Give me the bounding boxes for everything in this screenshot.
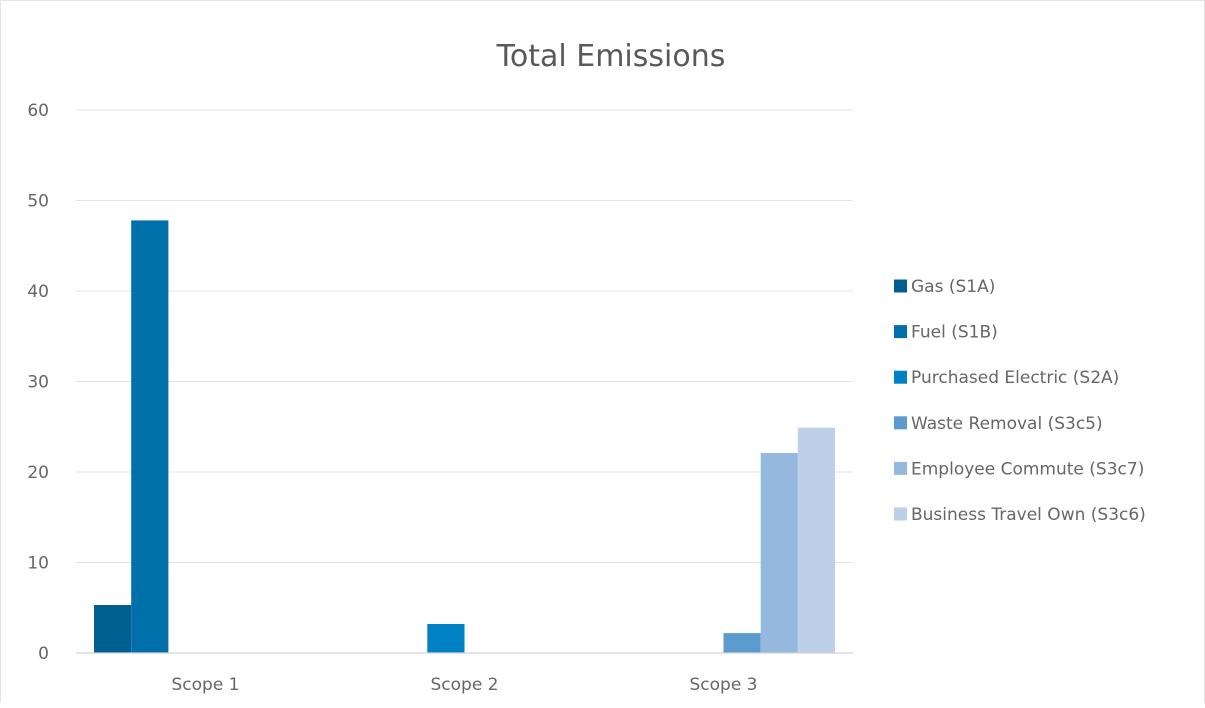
axis-layer: 0 10 20 30 40 50 60 Scope 1 Scope 2 Scope 3: [27, 101, 853, 695]
legend-item[interactable]: Gas (S1A): [894, 277, 995, 297]
x-category-label: Scope 1: [171, 675, 239, 695]
legend-swatch: [894, 370, 907, 384]
legend-item[interactable]: Purchased Electric (S2A): [894, 368, 1119, 388]
legend-label: Employee Commute (S3c7): [911, 459, 1144, 479]
legend-label: Fuel (S1B): [911, 323, 998, 343]
grid-layer: [76, 109, 853, 563]
legend-swatch: [894, 507, 907, 521]
legend-item[interactable]: Business Travel Own (S3c6): [894, 505, 1146, 525]
legend-swatch: [894, 325, 907, 339]
bar[interactable]: [94, 605, 132, 653]
y-tick-label: 20: [27, 463, 49, 483]
y-tick-label: 30: [27, 373, 49, 393]
legend-item[interactable]: Waste Removal (S3c5): [894, 414, 1103, 434]
legend-label: Business Travel Own (S3c6): [911, 505, 1146, 525]
chart-title: Total Emissions: [496, 39, 726, 74]
y-tick-label: 60: [27, 101, 49, 121]
legend-item[interactable]: Employee Commute (S3c7): [894, 459, 1144, 479]
legend-item[interactable]: Fuel (S1B): [894, 323, 998, 343]
legend-label: Gas (S1A): [911, 277, 995, 297]
legend-label: Waste Removal (S3c5): [911, 414, 1103, 434]
legend-swatch: [894, 416, 907, 430]
legend-swatch: [894, 461, 907, 475]
y-tick-label: 50: [27, 192, 49, 212]
legend-swatch: [894, 279, 907, 293]
y-tick-label: 40: [27, 282, 49, 302]
legend-label: Purchased Electric (S2A): [911, 368, 1119, 388]
bar[interactable]: [427, 624, 465, 653]
bar[interactable]: [723, 633, 761, 653]
bar[interactable]: [760, 453, 798, 653]
y-tick-label: 10: [27, 554, 49, 574]
bar[interactable]: [797, 427, 835, 653]
x-category-label: Scope 3: [689, 675, 757, 695]
chart-legend[interactable]: Gas (S1A) Fuel (S1B) Purchased Electric (S…: [894, 277, 1146, 525]
x-category-label: Scope 2: [430, 675, 498, 695]
bars-layer: [94, 220, 835, 653]
bar[interactable]: [131, 220, 169, 653]
y-tick-label: 0: [38, 644, 49, 664]
